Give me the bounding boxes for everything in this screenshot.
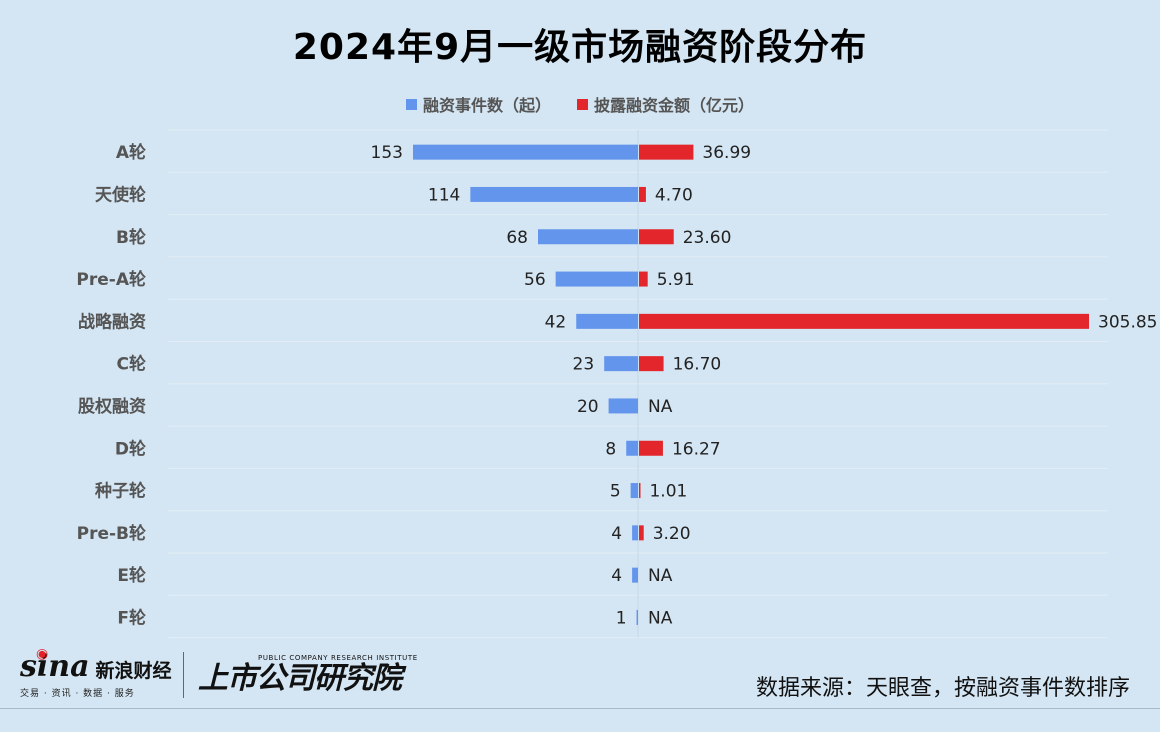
legend-label-count: 融资事件数（起）	[422, 96, 551, 115]
amount-value-label: 16.70	[673, 355, 722, 375]
chart-title: 2024年9月一级市场融资阶段分布	[292, 27, 868, 68]
count-value-label: 5	[610, 482, 621, 502]
category-label: 股权融资	[78, 396, 146, 417]
category-label: D轮	[115, 438, 146, 459]
count-bar	[470, 186, 638, 202]
category-label: Pre-A轮	[76, 269, 146, 290]
amount-value-label: NA	[648, 608, 673, 628]
count-value-label: 114	[428, 185, 460, 205]
pcri-chinese-name: 上市公司研究院	[198, 661, 402, 696]
sina-slogan: 交易 · 资讯 · 数据 · 服务	[20, 689, 135, 699]
category-label: Pre-B轮	[77, 523, 146, 544]
count-bar	[413, 144, 638, 160]
amount-bar	[639, 440, 663, 456]
amount-value-label: 5.91	[657, 270, 695, 290]
count-bar	[608, 398, 638, 414]
category-label: C轮	[117, 354, 146, 375]
count-value-label: 4	[611, 566, 622, 586]
amount-value-label: 4.70	[655, 185, 693, 205]
amount-value-label: 305.85	[1098, 312, 1157, 332]
count-value-label: 68	[506, 228, 528, 248]
sina-wordmark: sina	[20, 649, 90, 684]
amount-value-label: 16.27	[672, 439, 721, 459]
legend-swatch-count	[405, 98, 417, 110]
amount-value-label: 3.20	[653, 524, 691, 544]
legend-item-count: 融资事件数（起）	[405, 92, 551, 116]
category-label: A轮	[116, 142, 146, 163]
data-source-note: 数据来源：天眼查，按融资事件数排序	[755, 676, 1130, 701]
count-value-label: 1	[616, 608, 627, 628]
sina-finance-logo: sina ◉ 新浪财经	[20, 646, 172, 684]
amount-value-label: NA	[648, 397, 673, 417]
count-bar	[538, 229, 638, 245]
category-label: E轮	[117, 565, 146, 586]
count-value-label: 42	[545, 312, 567, 332]
legend-label-amount: 披露融资金额（亿元）	[594, 96, 755, 115]
sina-finance-name: 新浪财经	[95, 660, 172, 682]
count-bar	[632, 567, 638, 583]
amount-bar	[639, 356, 664, 372]
amount-bar	[639, 483, 641, 499]
count-value-label: 20	[577, 397, 599, 417]
amount-value-label: 36.99	[702, 143, 751, 163]
legend-item-amount: 披露融资金额（亿元）	[577, 92, 754, 116]
category-label: 天使轮	[95, 184, 146, 205]
amount-bar	[639, 229, 674, 245]
amount-bar	[639, 525, 644, 541]
amount-bar	[639, 313, 1089, 329]
pcri-logo: PUBLIC COMPANY RESEARCH INSTITUTE 上市公司研究…	[198, 654, 418, 696]
count-value-label: 153	[371, 143, 403, 163]
sina-eye-icon: ◉	[36, 646, 49, 662]
count-bar	[555, 271, 638, 287]
count-bar	[632, 525, 638, 541]
count-bar	[604, 356, 638, 372]
count-value-label: 56	[524, 270, 546, 290]
amount-value-label: 23.60	[683, 228, 732, 248]
amount-bar	[639, 144, 694, 160]
count-value-label: 23	[573, 355, 595, 375]
legend-swatch-amount	[577, 98, 588, 110]
category-label: B轮	[116, 227, 146, 248]
pcri-english-name: PUBLIC COMPANY RESEARCH INSTITUTE	[258, 654, 418, 662]
chart-legend: 融资事件数（起） 披露融资金额（亿元）	[0, 92, 1160, 116]
amount-value-label: 1.01	[649, 482, 687, 502]
count-bar	[576, 313, 638, 329]
amount-bar	[639, 271, 648, 287]
amount-bar	[639, 186, 646, 202]
category-label: 种子轮	[94, 481, 146, 502]
count-bar	[626, 440, 638, 456]
count-bar	[630, 483, 638, 499]
amount-value-label: NA	[648, 566, 673, 586]
count-bar	[636, 609, 638, 625]
count-value-label: 4	[611, 524, 622, 544]
category-label: 战略融资	[78, 311, 146, 332]
count-value-label: 8	[605, 439, 616, 459]
footer-divider	[0, 708, 1160, 709]
logo-divider	[183, 652, 184, 698]
category-label: F轮	[117, 607, 146, 628]
